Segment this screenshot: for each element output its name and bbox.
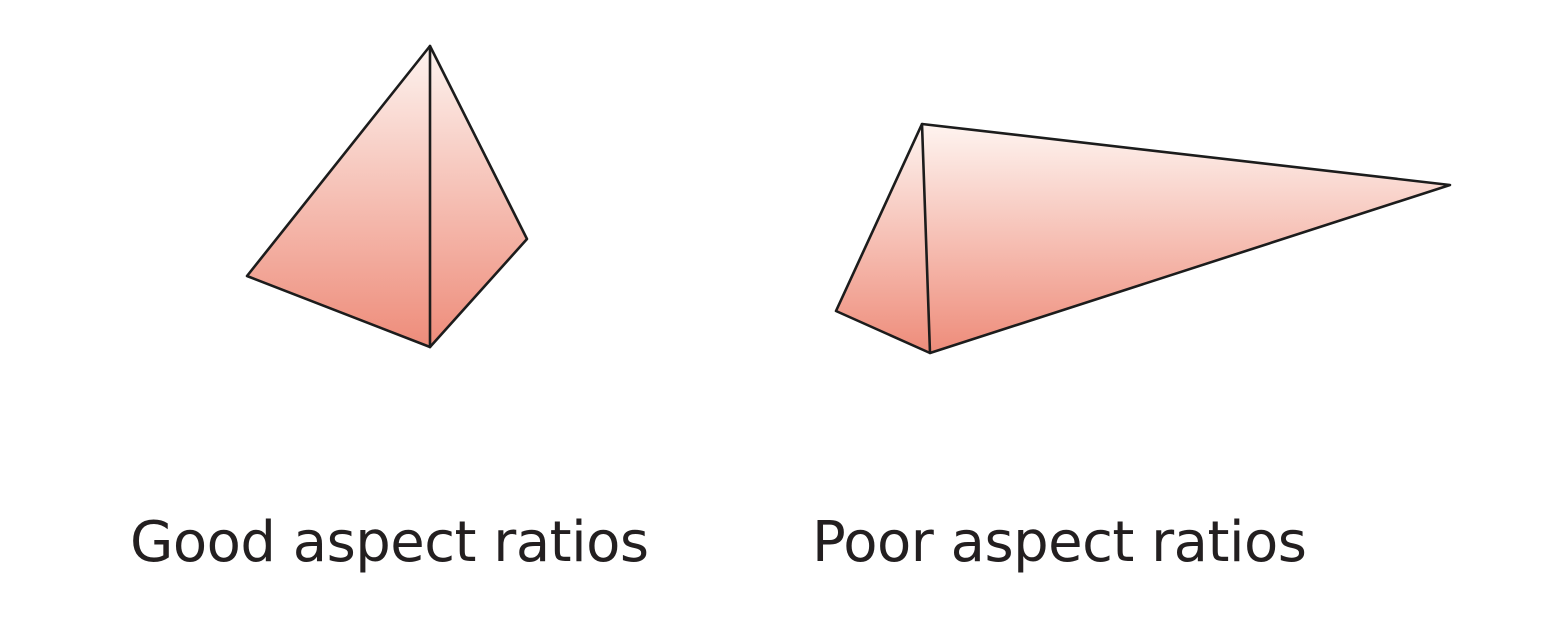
poor-tetrahedron-faces — [836, 124, 1450, 353]
poor-tetrahedron-inner-edge — [920, 122, 932, 355]
good-aspect-ratios-caption: Good aspect ratios — [130, 510, 649, 575]
poor-aspect-ratios-caption: Poor aspect ratios — [812, 510, 1307, 575]
good-tetrahedron-faces — [247, 46, 527, 347]
good-aspect-tetrahedron — [245, 44, 529, 349]
poor-aspect-tetrahedron — [834, 122, 1452, 355]
